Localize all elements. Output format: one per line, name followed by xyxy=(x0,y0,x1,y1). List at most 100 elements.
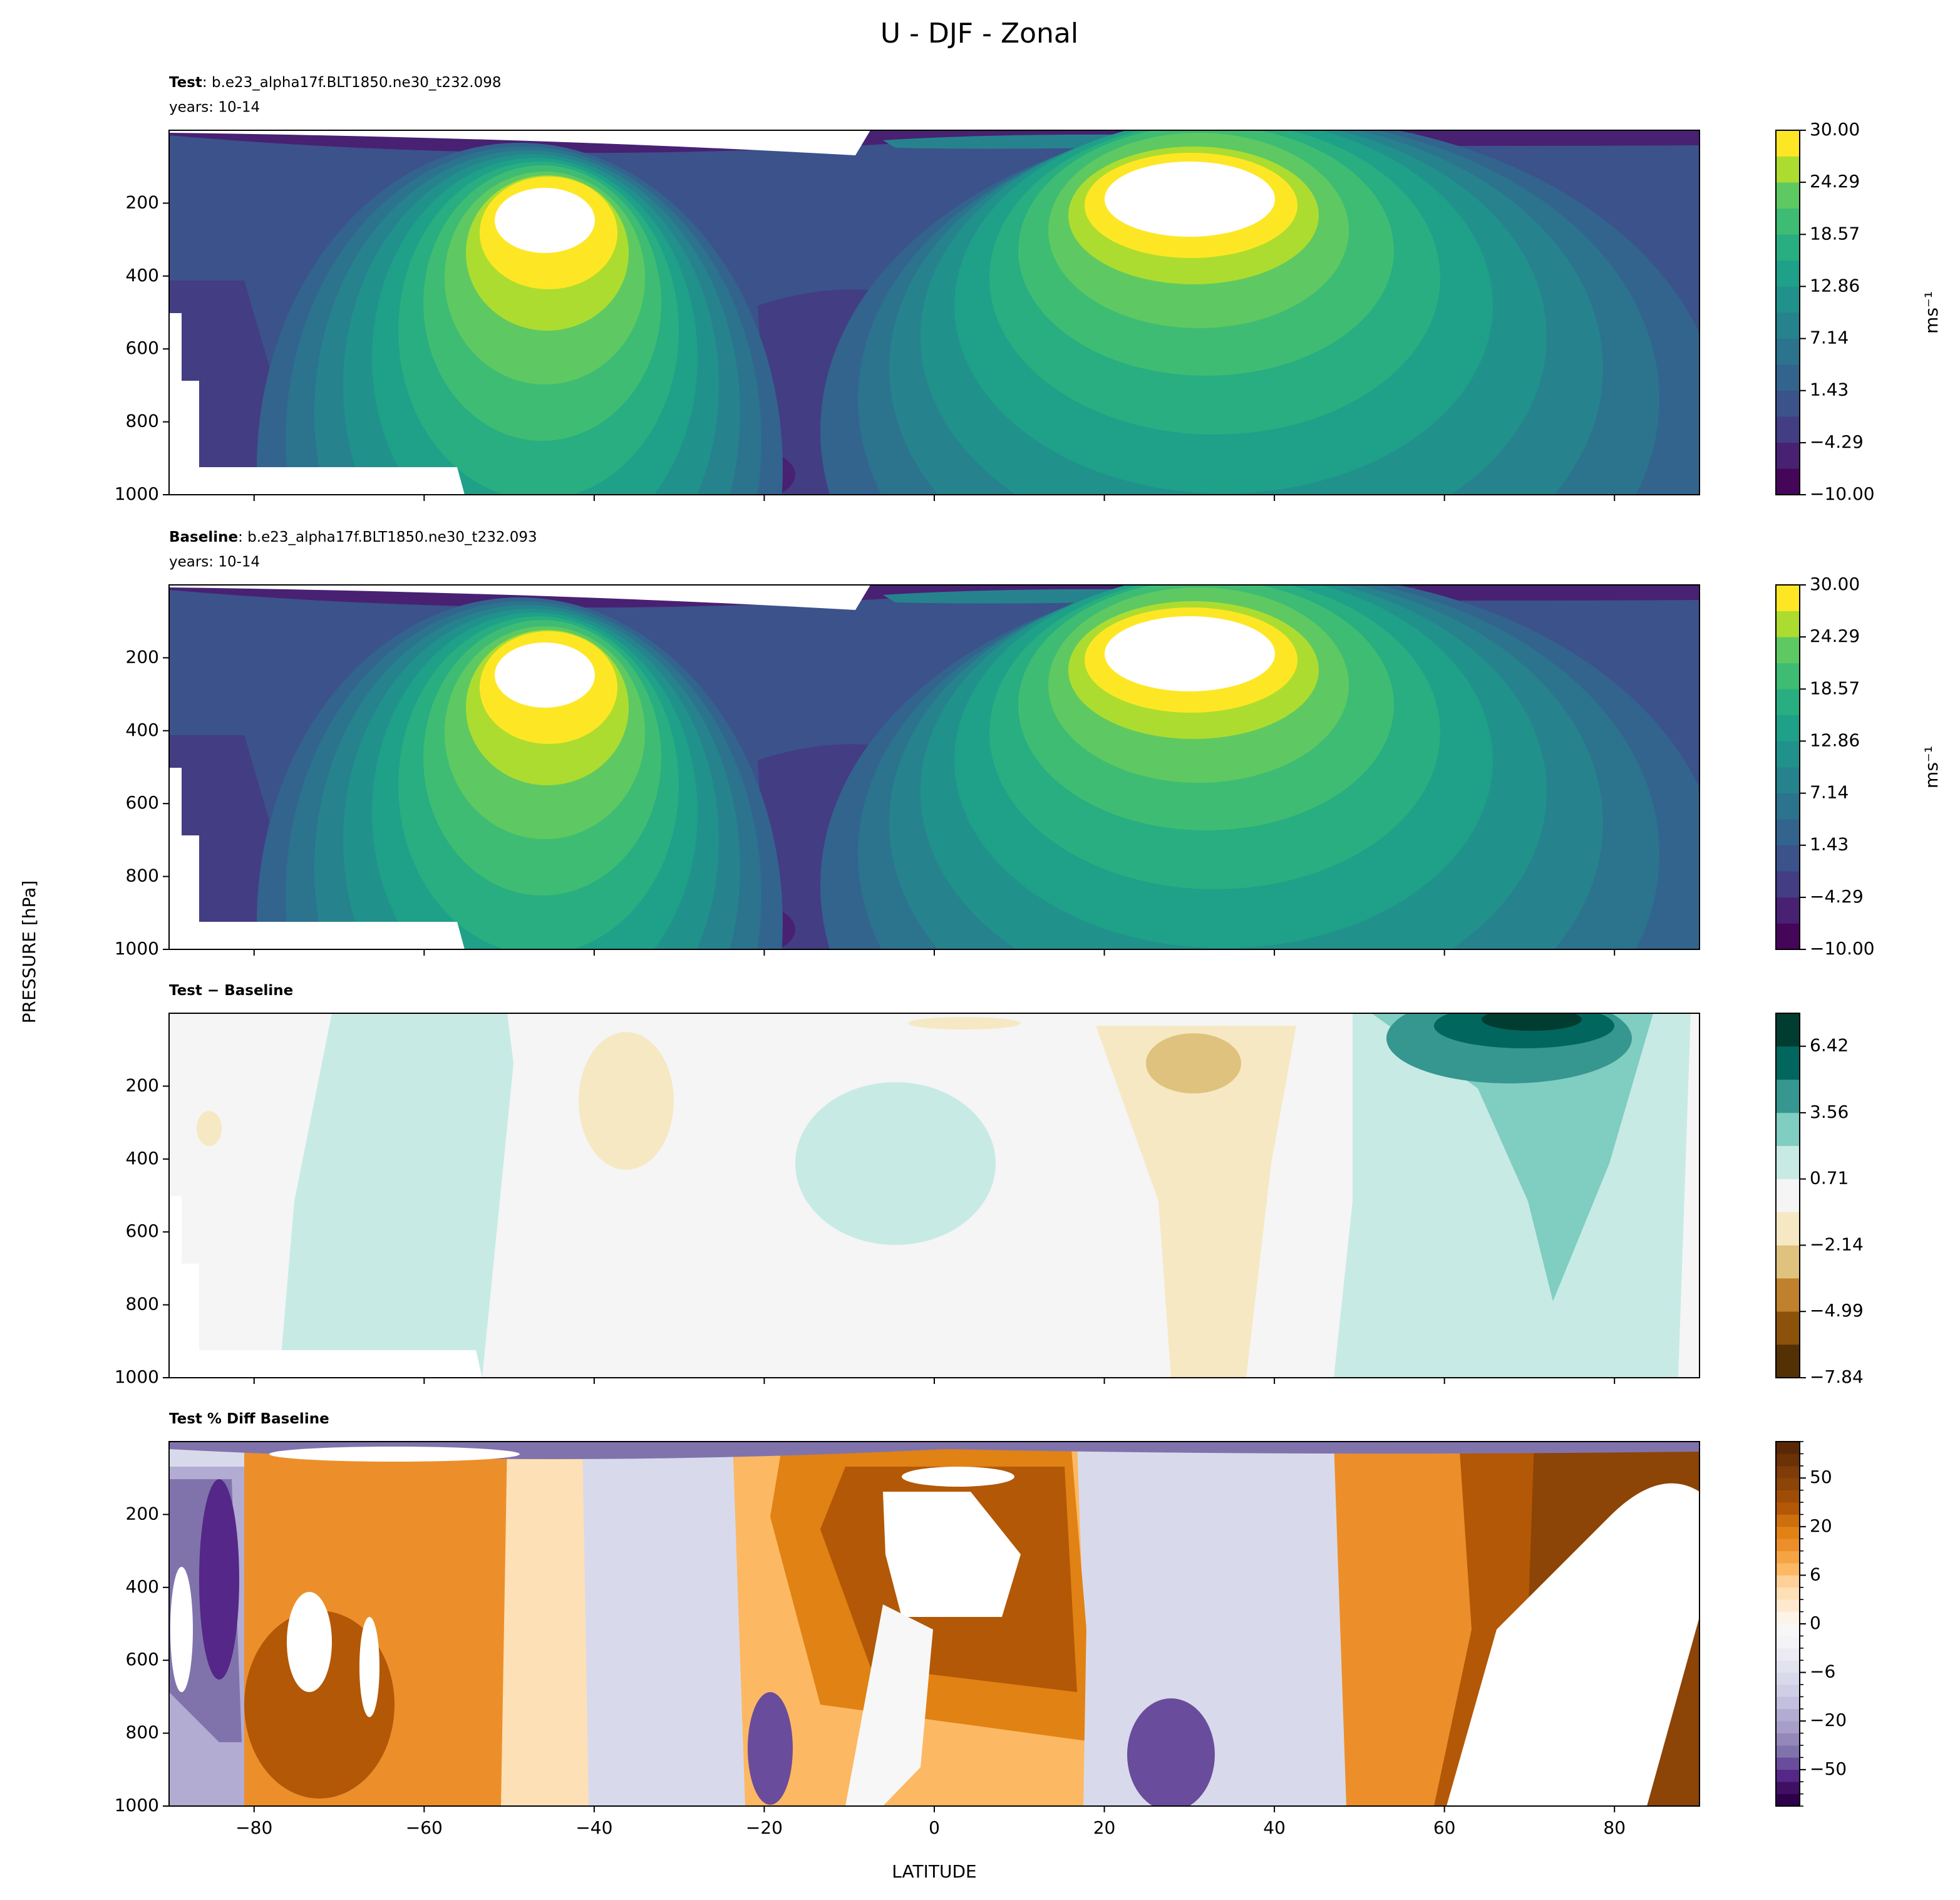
colorbar-band xyxy=(1775,636,1800,664)
colorbar-band xyxy=(1775,1599,1800,1612)
colorbar-band xyxy=(1775,1745,1800,1758)
panel-title-label: Test − Baseline xyxy=(169,983,293,999)
colorbar-band xyxy=(1775,130,1800,157)
colorbar-frame xyxy=(1775,130,1800,495)
colorbar-label: ms⁻¹ xyxy=(1921,291,1942,334)
colorbar-band xyxy=(1775,208,1800,235)
y-tick-label: 400 xyxy=(126,1576,159,1597)
colorbar-band xyxy=(1775,1526,1800,1539)
colorbar-tick-label: −6 xyxy=(1810,1661,1835,1682)
colorbar-band xyxy=(1775,1575,1800,1588)
y-tick-label: 200 xyxy=(126,646,159,667)
colorbar-band xyxy=(1775,767,1800,793)
colorbar-band xyxy=(1775,1708,1800,1722)
colorbar-tick-label: 20 xyxy=(1810,1515,1832,1536)
colorbar-band xyxy=(1775,1477,1800,1490)
colorbar-band xyxy=(1775,688,1800,716)
colorbar-frame xyxy=(1775,584,1800,950)
colorbar-tick-label: 50 xyxy=(1810,1467,1832,1487)
panel-title: Baseline: b.e23_alpha17f.BLT1850.ne30_t2… xyxy=(169,529,537,545)
colorbar-band xyxy=(1775,1538,1800,1551)
y-tick-label: 400 xyxy=(126,265,159,286)
contour-field xyxy=(169,1013,1700,1378)
colorbar-band xyxy=(1775,1514,1800,1527)
colorbar-band xyxy=(1775,897,1800,924)
colorbar-band xyxy=(1775,870,1800,898)
colorbar-band xyxy=(1775,845,1800,872)
colorbar-band xyxy=(1775,1441,1800,1454)
colorbar-band xyxy=(1775,1502,1800,1515)
colorbar-tick-label: 3.56 xyxy=(1810,1102,1849,1122)
colorbar-band xyxy=(1775,442,1800,469)
panel-title-text: : b.e23_alpha17f.BLT1850.ne30_t232.098 xyxy=(202,75,502,91)
colorbar-band xyxy=(1775,1013,1800,1047)
colorbar-band xyxy=(1775,1311,1800,1345)
colorbar-tick-label: 7.14 xyxy=(1810,782,1849,803)
colorbar-band xyxy=(1775,818,1800,846)
colorbar-band xyxy=(1775,1696,1800,1710)
colorbar-tick-label: 24.29 xyxy=(1810,626,1860,646)
y-tick-label: 800 xyxy=(126,1294,159,1314)
y-tick-label: 800 xyxy=(126,1722,159,1743)
colorbar-band xyxy=(1775,416,1800,443)
x-tick-label: 40 xyxy=(1263,1817,1286,1838)
colorbar-frame xyxy=(1775,1013,1800,1378)
colorbar-band xyxy=(1775,923,1800,950)
colorbar-band xyxy=(1775,364,1800,391)
colorbar-band xyxy=(1775,1079,1800,1113)
colorbar-band xyxy=(1775,715,1800,741)
colorbar-band xyxy=(1775,1212,1800,1246)
y-tick-label: 200 xyxy=(126,1075,159,1095)
x-axis-label: LATITUDE xyxy=(892,1861,976,1882)
panel-title-label: Test % Diff Baseline xyxy=(169,1411,329,1427)
y-tick-label: 800 xyxy=(126,865,159,886)
y-tick-label: 600 xyxy=(126,1649,159,1670)
colorbar-tick-label: −7.84 xyxy=(1810,1366,1864,1387)
colorbar-band xyxy=(1775,1660,1800,1673)
y-tick-label: 200 xyxy=(126,1503,159,1524)
x-tick-label: 0 xyxy=(929,1817,940,1838)
colorbar-band xyxy=(1775,1623,1800,1636)
y-tick-label: 200 xyxy=(126,192,159,212)
colorbar-band xyxy=(1775,156,1800,183)
colorbar-band xyxy=(1775,1794,1800,1807)
colorbar-tick-label: −2.14 xyxy=(1810,1234,1864,1254)
colorbar-tick-label: −50 xyxy=(1810,1758,1847,1779)
panel-title: Test % Diff Baseline xyxy=(169,1411,329,1427)
colorbar-tick-label: 12.86 xyxy=(1810,275,1860,296)
panel-subtitle: years: 10-14 xyxy=(169,554,260,571)
colorbar-band xyxy=(1775,584,1800,611)
colorbar-tick-label: 12.86 xyxy=(1810,730,1860,750)
figure-title: U - DJF - Zonal xyxy=(880,18,1078,49)
colorbar-band xyxy=(1775,1344,1800,1378)
panel-title-label: Test xyxy=(169,75,202,91)
colorbar-band xyxy=(1775,1757,1800,1770)
colorbar-band xyxy=(1775,1769,1800,1782)
colorbar-band xyxy=(1775,1245,1800,1279)
colorbar-band xyxy=(1775,286,1800,313)
colorbar-band xyxy=(1775,1562,1800,1576)
colorbar-tick-label: 18.57 xyxy=(1810,678,1860,698)
colorbar-band xyxy=(1775,338,1800,365)
x-tick-label: 60 xyxy=(1433,1817,1456,1838)
contour-field xyxy=(169,1442,1700,1806)
x-tick-label: 80 xyxy=(1603,1817,1626,1838)
y-tick-label: 1000 xyxy=(115,483,159,504)
y-axis-label: PRESSURE [hPa] xyxy=(19,880,39,1024)
colorbar-band xyxy=(1775,1145,1800,1179)
x-tick-label: −60 xyxy=(406,1817,443,1838)
colorbar-tick-label: 30.00 xyxy=(1810,574,1860,594)
x-tick-label: −40 xyxy=(575,1817,612,1838)
colorbar-band xyxy=(1775,1684,1800,1697)
colorbar-tick-label: −4.29 xyxy=(1810,886,1864,907)
colorbar-band xyxy=(1775,1046,1800,1080)
colorbar-band xyxy=(1775,468,1800,495)
colorbar-band xyxy=(1775,1781,1800,1794)
colorbar-tick-label: −4.99 xyxy=(1810,1300,1864,1321)
colorbar-tick-label: 1.43 xyxy=(1810,834,1849,855)
y-tick-label: 400 xyxy=(126,1148,159,1169)
colorbar-tick-label: 0.71 xyxy=(1810,1168,1849,1189)
y-tick-label: 1000 xyxy=(115,1366,159,1387)
colorbar-tick-label: 6.42 xyxy=(1810,1035,1849,1056)
